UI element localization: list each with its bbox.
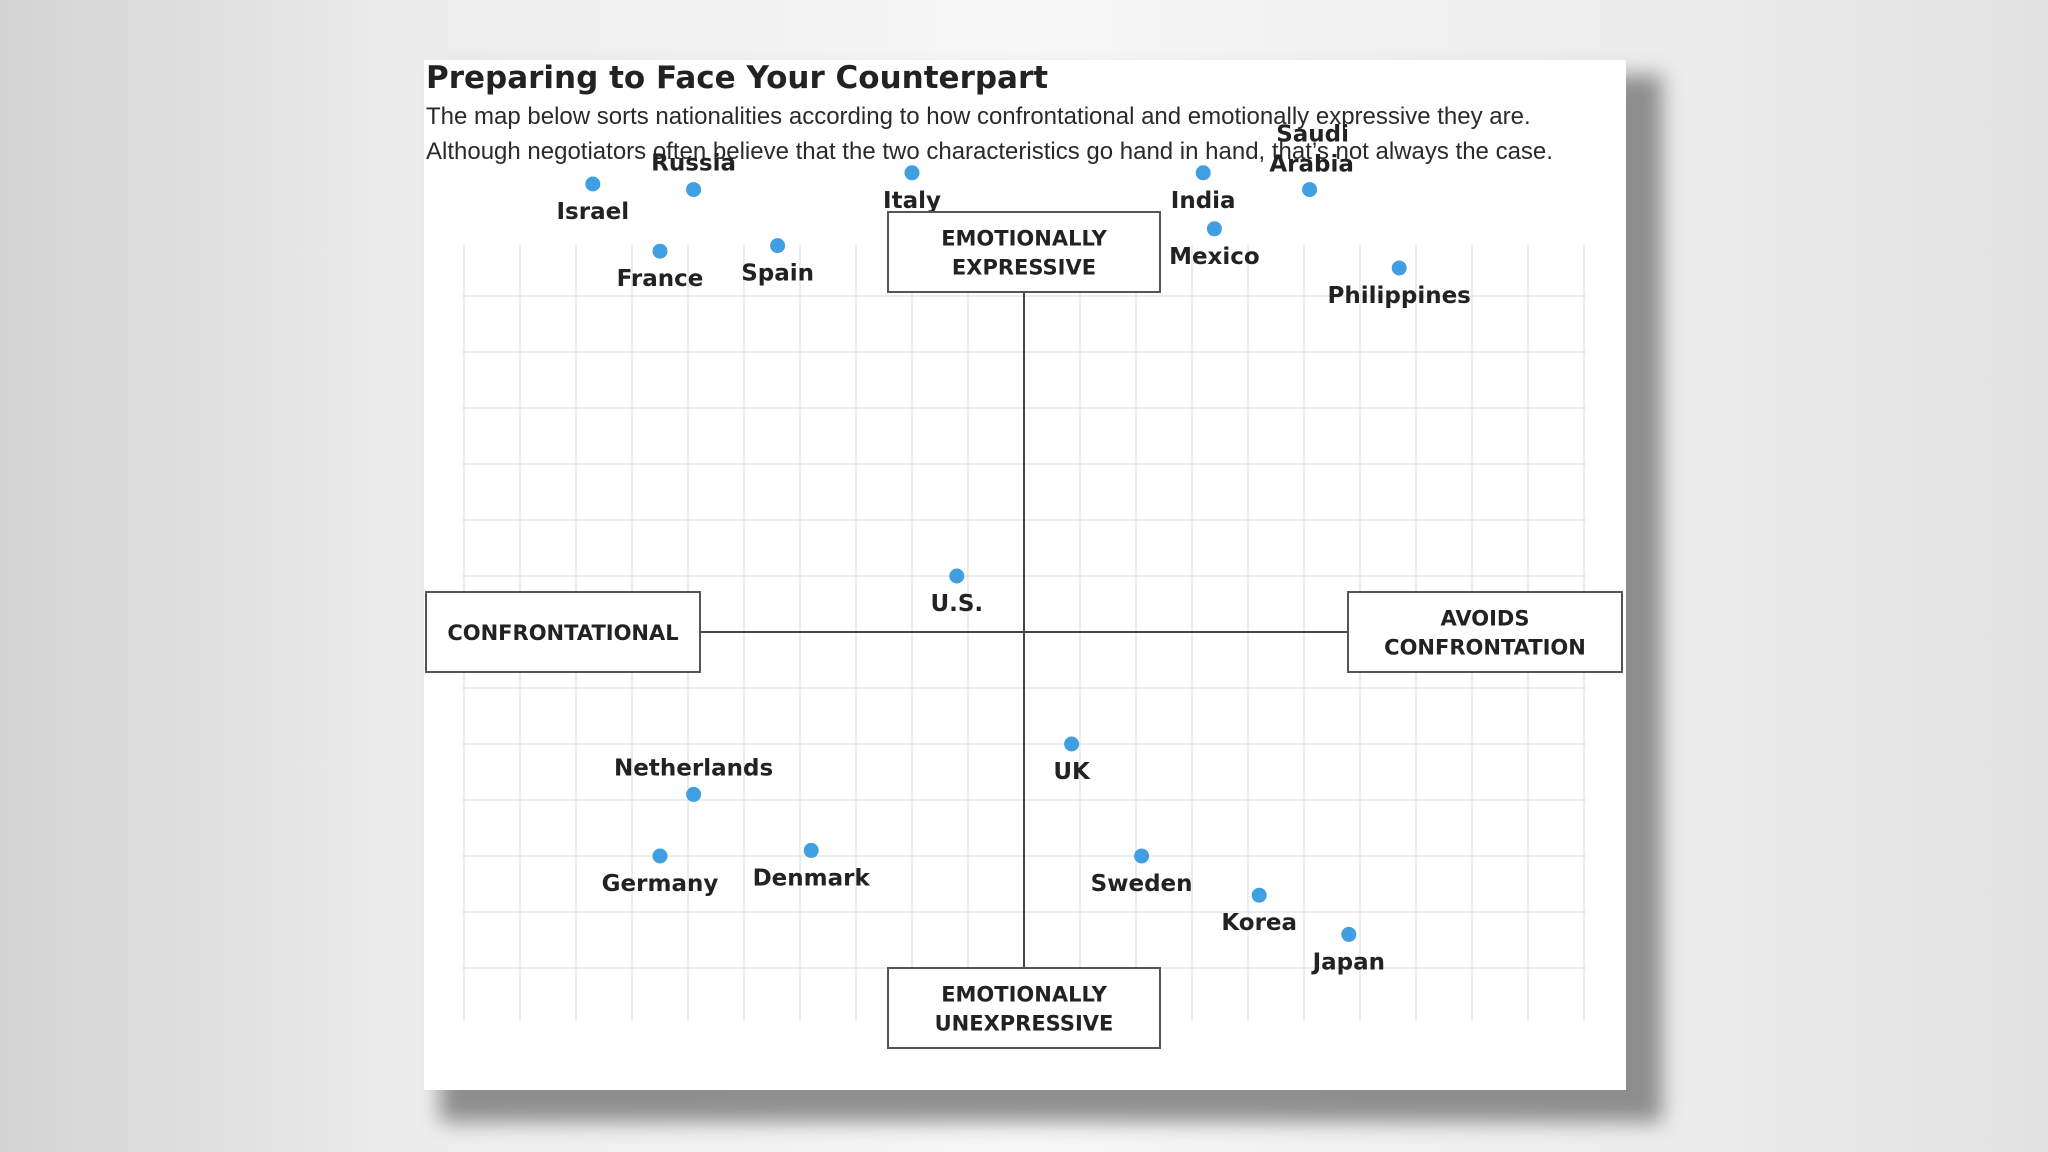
data-point-india	[1195, 165, 1211, 181]
right-axis-label-text: AVOIDS	[1441, 607, 1530, 631]
bottom-axis-label-box	[887, 967, 1161, 1049]
left-axis-label-box	[425, 591, 701, 673]
data-point-uk	[1064, 736, 1080, 752]
data-points	[585, 165, 1407, 942]
axes	[700, 292, 1348, 968]
data-label-israel: Israel	[557, 199, 630, 225]
right-axis-label-box	[1347, 591, 1623, 673]
bottom-axis-label-text: UNEXPRESSIVE	[935, 1012, 1114, 1036]
infographic-card: Preparing to Face Your Counterpart The m…	[424, 60, 1626, 1090]
data-label-japan: Japan	[1311, 949, 1385, 975]
bottom-axis-label-text: EMOTIONALLY	[941, 983, 1107, 1007]
data-label-philippines: Philippines	[1328, 283, 1471, 309]
data-label-sweden: Sweden	[1091, 871, 1193, 897]
data-label-russia: Russia	[651, 151, 736, 177]
data-point-philippines	[1391, 260, 1407, 276]
data-label-u-s: U.S.	[930, 591, 983, 617]
data-point-saudi-arabia	[1302, 182, 1318, 198]
data-point-denmark	[803, 842, 819, 858]
data-label-mexico: Mexico	[1169, 244, 1260, 270]
data-point-germany	[652, 848, 668, 864]
data-point-sweden	[1134, 848, 1150, 864]
data-label-denmark: Denmark	[753, 865, 871, 891]
top-axis-label-box	[887, 211, 1161, 293]
scatter-chart: IsraelRussiaFranceSpainItalyBrazilIndiaM…	[425, 122, 1623, 1049]
data-point-korea	[1251, 887, 1267, 903]
data-label-france: France	[617, 266, 704, 292]
data-point-mexico	[1206, 221, 1222, 237]
data-point-israel	[585, 176, 601, 192]
data-point-russia	[686, 182, 702, 198]
top-axis-label-text: EXPRESSIVE	[952, 256, 1096, 280]
data-point-u-s	[949, 568, 965, 584]
right-axis-label: AVOIDS CONFRONTATION	[1347, 591, 1623, 673]
top-axis-label-text: EMOTIONALLY	[941, 227, 1107, 251]
axis-end-labels: EMOTIONALLY EXPRESSIVE EMOTIONALLY UNEXPRES…	[425, 211, 1623, 1049]
right-axis-label-text: CONFRONTATION	[1384, 636, 1586, 660]
chart-subtitle-line-2: Although negotiators often believe that …	[426, 138, 1553, 165]
data-label-germany: Germany	[602, 871, 719, 897]
data-label-saudi-arabia: Saudi	[1276, 122, 1349, 148]
left-axis-label: CONFRONTATIONAL	[425, 591, 701, 673]
chart-subtitle-line-1: The map below sorts nationalities accord…	[426, 103, 1531, 130]
data-point-japan	[1341, 926, 1357, 942]
left-axis-label-text: CONFRONTATIONAL	[447, 621, 678, 645]
data-label-spain: Spain	[741, 261, 814, 287]
data-label-saudi-arabia: Arabia	[1269, 152, 1354, 178]
data-point-spain	[770, 238, 786, 254]
data-point-france	[652, 243, 668, 259]
top-axis-label: EMOTIONALLY EXPRESSIVE	[887, 211, 1161, 293]
data-label-italy: Italy	[883, 188, 941, 214]
data-label-uk: UK	[1053, 759, 1091, 785]
data-label-india: India	[1171, 188, 1236, 214]
bottom-axis-label: EMOTIONALLY UNEXPRESSIVE	[887, 967, 1161, 1049]
data-point-netherlands	[686, 786, 702, 802]
chart-title: Preparing to Face Your Counterpart	[426, 60, 1049, 96]
data-label-korea: Korea	[1221, 910, 1297, 936]
data-label-netherlands: Netherlands	[614, 755, 773, 781]
data-point-italy	[904, 165, 920, 181]
